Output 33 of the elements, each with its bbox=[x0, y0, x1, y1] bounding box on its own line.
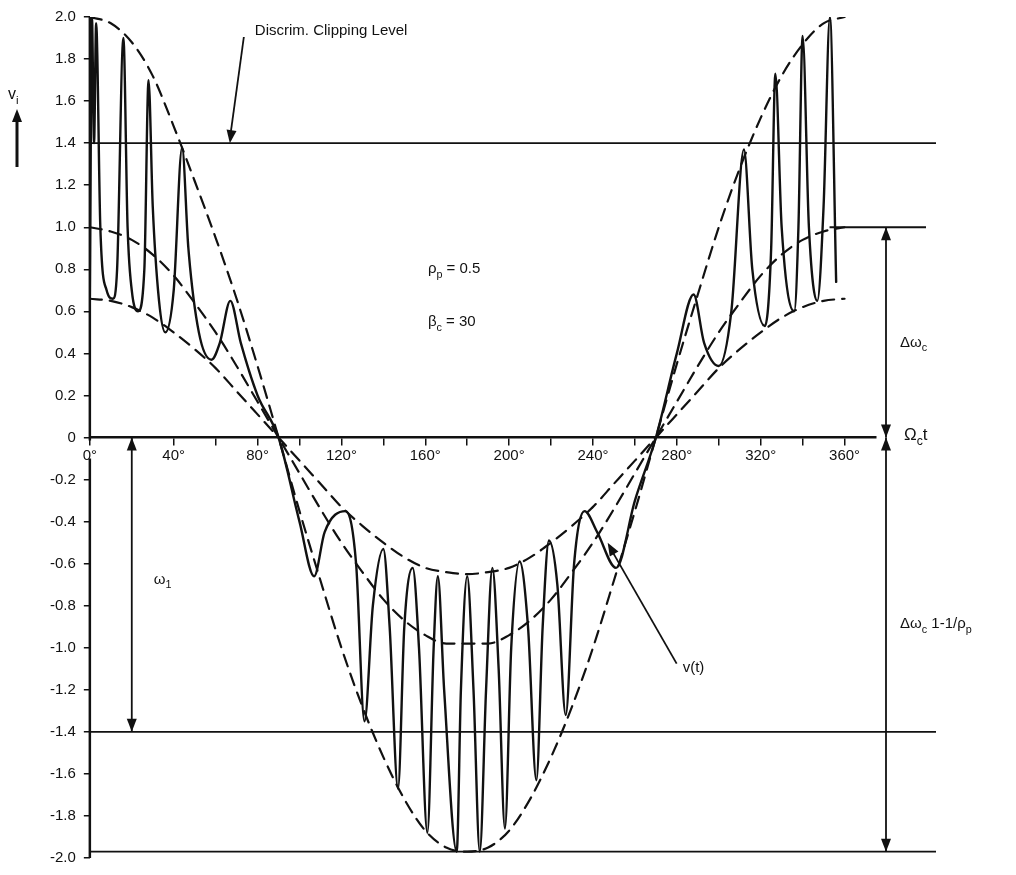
y-tick-label: -1.6 bbox=[49, 764, 76, 782]
y-tick-label: -2.0 bbox=[49, 848, 76, 866]
x-tick-label: 320° bbox=[745, 445, 777, 463]
y-tick-label: -0.8 bbox=[49, 595, 76, 613]
x-tick-label: 40° bbox=[162, 445, 186, 463]
y-tick-label: -1.2 bbox=[49, 679, 76, 697]
y-tick-label: 1.8 bbox=[54, 49, 76, 67]
y-tick-label: 2.0 bbox=[54, 7, 76, 25]
y-tick-label: 1.2 bbox=[54, 175, 76, 193]
x-tick-label: 0° bbox=[82, 445, 98, 463]
x-tick-label: 360° bbox=[829, 445, 861, 463]
y-tick-label: -0.6 bbox=[49, 553, 76, 571]
x-tick-label: 120° bbox=[325, 445, 357, 463]
y-tick-label: -1.0 bbox=[49, 637, 76, 655]
x-tick-label: 200° bbox=[493, 445, 525, 463]
y-tick-label: 1.6 bbox=[54, 91, 76, 109]
x-tick-label: 160° bbox=[409, 445, 441, 463]
y-tick-label: 0.6 bbox=[54, 301, 76, 319]
ref-line-label: Discrim. Clipping Level bbox=[254, 21, 408, 39]
y-tick-label: -1.4 bbox=[49, 721, 76, 739]
y-tick-label: 1.4 bbox=[54, 133, 76, 151]
x-tick-label: 80° bbox=[246, 445, 269, 463]
annotation: v(t) bbox=[682, 657, 705, 675]
y-tick-label: 0.8 bbox=[54, 259, 76, 277]
x-tick-label: 280° bbox=[661, 445, 693, 463]
y-tick-label: 0.2 bbox=[54, 385, 76, 403]
y-tick-label: 1.0 bbox=[54, 217, 76, 235]
y-tick-label: 0.4 bbox=[54, 343, 76, 361]
y-tick-label: -0.2 bbox=[49, 469, 76, 487]
y-tick-label: 0 bbox=[67, 427, 76, 445]
y-tick-label: -0.4 bbox=[49, 511, 76, 529]
x-tick-label: 240° bbox=[577, 445, 609, 463]
y-tick-label: -1.8 bbox=[49, 806, 76, 824]
